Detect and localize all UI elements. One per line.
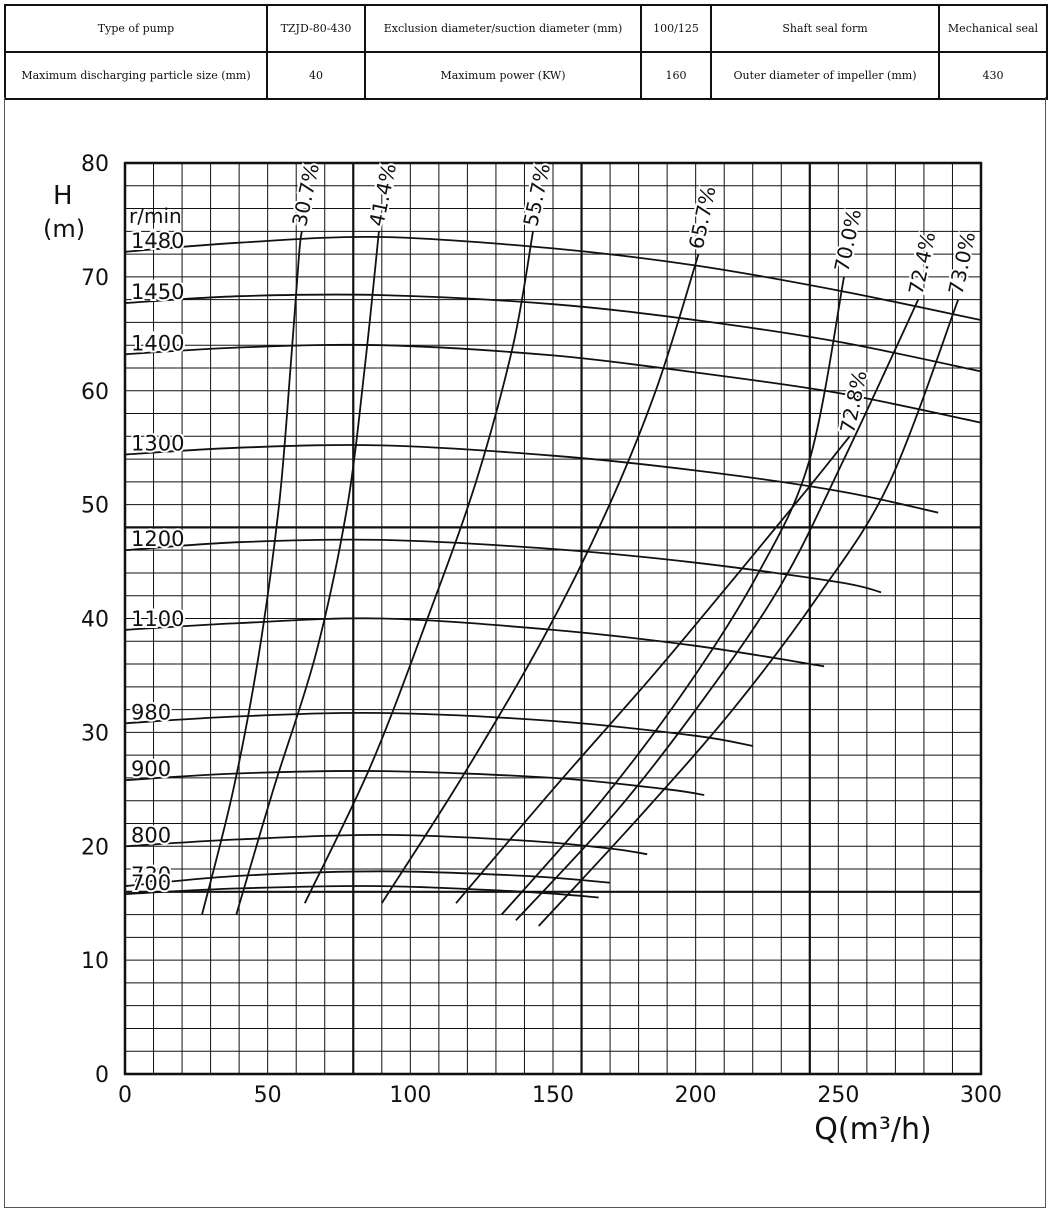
speed-curve [124, 235, 982, 321]
speed-curve [124, 870, 611, 887]
y-tick-label: 70 [81, 266, 109, 291]
speed-curve-label: 1300 [131, 432, 184, 456]
spec-label-diameters: Exclusion diameter/suction diameter (mm) [364, 4, 642, 53]
efficiency-curve-label: 72.4% [904, 230, 941, 297]
speed-curve-label: 900 [131, 757, 171, 781]
speed-curve-label: 1100 [131, 607, 184, 631]
speed-curve [124, 293, 982, 373]
x-tick-label: 50 [254, 1083, 282, 1108]
speed-curve-label: 1200 [131, 527, 184, 551]
spec-value-shaft-seal: Mechanical seal [938, 4, 1048, 53]
plot-frame [123, 161, 983, 1076]
spec-label-particle-size: Maximum discharging particle size (mm) [4, 51, 268, 100]
x-tick-label: 300 [960, 1083, 1002, 1108]
y-tick-label: 30 [81, 721, 109, 746]
speed-curve-label: 800 [131, 823, 171, 847]
spec-value-diameters: 100/125 [640, 4, 712, 53]
spec-value-pump-type: TZJD-80-430 [266, 4, 366, 53]
speed-curve [124, 711, 753, 747]
efficiency-curve-label: 55.7% [518, 161, 555, 228]
speed-curve-label: 980 [131, 700, 171, 724]
efficiency-curve [235, 231, 380, 915]
y-tick-label: 0 [95, 1063, 109, 1088]
spec-value-impeller-diameter: 430 [938, 51, 1048, 100]
efficiency-curve-label: 70.0% [829, 207, 866, 274]
speed-curve [124, 885, 599, 899]
speed-curve-label: 700 [131, 871, 171, 895]
x-tick-label: 100 [389, 1083, 431, 1108]
spec-value-particle-size: 40 [266, 51, 366, 100]
efficiency-curve [515, 299, 920, 921]
y-tick-label: 20 [81, 835, 109, 860]
efficiency-curve-label: 73.0% [944, 230, 981, 297]
y-tick-label: 50 [81, 494, 109, 519]
efficiency-curve [303, 231, 534, 904]
speed-curve-label: 1480 [131, 229, 184, 253]
efficiency-curve-label: 41.4% [364, 161, 401, 228]
speed-curve [124, 538, 882, 594]
chart-frame: 0 50 100 150 200 250 300 0 10 20 30 40 50 60 70 80 H (m) Q… [4, 97, 1046, 1208]
y-tick-label: 60 [81, 380, 109, 405]
efficiency-curve-label: 65.7% [684, 184, 721, 251]
x-tick-label: 0 [118, 1083, 132, 1108]
efficiency-curve [201, 231, 303, 915]
y-tick-label: 40 [81, 608, 109, 633]
x-tick-label: 150 [532, 1083, 574, 1108]
speed-curve-label: 1400 [131, 331, 184, 355]
spec-label-impeller-diameter: Outer diameter of impeller (mm) [710, 51, 940, 100]
y-tick-label: 80 [81, 152, 109, 177]
spec-label-pump-type: Type of pump [4, 4, 268, 53]
efficiency-curve-label: 72.8% [835, 368, 872, 435]
y-tick-label: 10 [81, 949, 109, 974]
speed-unit-label: r/min [129, 204, 182, 228]
efficiency-curve [500, 276, 845, 916]
x-tick-label: 200 [675, 1083, 717, 1108]
efficiency-curve [381, 253, 700, 904]
speed-curve [124, 617, 825, 668]
spec-label-shaft-seal: Shaft seal form [710, 4, 940, 53]
y-axis-unit: (m) [43, 215, 85, 243]
y-axis-label: H [53, 181, 73, 211]
speed-curve-label: 1450 [131, 280, 184, 304]
speed-curve [124, 769, 705, 796]
speed-curve [124, 343, 982, 424]
pump-spec-table: Type of pump TZJD-80-430 Exclusion diame… [4, 4, 1048, 100]
spec-label-max-power: Maximum power (KW) [364, 51, 642, 100]
efficiency-curve-label: 30.7% [287, 161, 324, 228]
efficiency-curve [538, 299, 960, 927]
speed-curve [124, 444, 939, 514]
efficiency-curve [455, 435, 851, 904]
spec-value-max-power: 160 [640, 51, 712, 100]
performance-chart: 0 50 100 150 200 250 300 0 10 20 30 40 50 60 70 80 H (m) Q… [43, 152, 1002, 1147]
spec-row-1: Type of pump TZJD-80-430 Exclusion diame… [4, 4, 1048, 53]
x-axis-label: Q(m³/h) [814, 1112, 931, 1147]
x-tick-label: 250 [817, 1083, 859, 1108]
spec-row-2: Maximum discharging particle size (mm) 4… [4, 51, 1048, 100]
speed-curve-label: 730 [131, 863, 171, 887]
